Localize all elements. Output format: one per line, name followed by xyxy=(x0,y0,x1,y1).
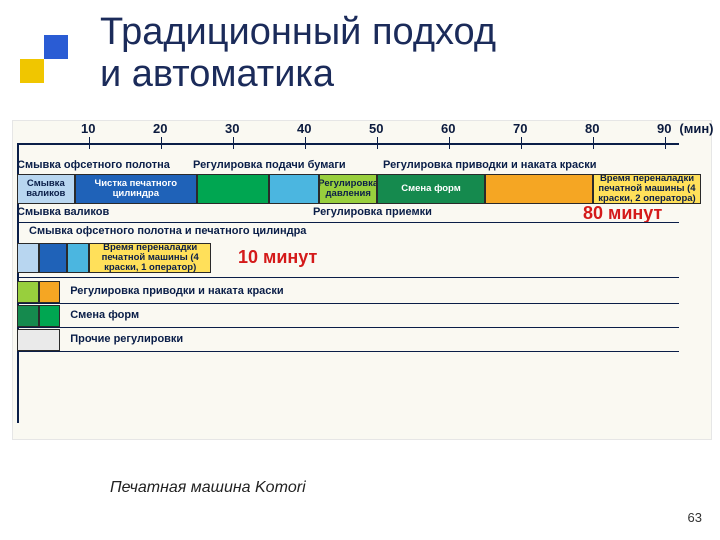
tail-div xyxy=(17,327,679,328)
tail-bar xyxy=(17,305,39,327)
tail-bar xyxy=(17,329,60,351)
page-number: 63 xyxy=(688,510,702,525)
tail-label: Регулировка приводки и наката краски xyxy=(70,285,283,297)
row1-bar: Смывка валиков xyxy=(17,174,75,204)
row1-bar: Время переналадки печатной машины (4 кра… xyxy=(593,174,701,204)
tick-label: 90 xyxy=(657,121,671,136)
row2-bar xyxy=(17,243,39,273)
title-line2: и автоматика xyxy=(100,53,334,95)
tick xyxy=(449,137,450,149)
row1-top-label: Регулировка приводки и наката краски xyxy=(383,159,596,171)
row2-bar xyxy=(39,243,68,273)
logo xyxy=(20,35,68,83)
divider2 xyxy=(17,277,679,278)
row1-top-label: Регулировка подачи бумаги xyxy=(193,159,346,171)
tail-bar xyxy=(39,281,61,303)
gantt-chart: 10 20 30 40 50 60 70 80 90 (мин) Смывка офсетного … xyxy=(12,120,712,440)
title-line1: Традиционный подход xyxy=(100,11,496,53)
row2-bar: Время переналадки печатной машины (4 кра… xyxy=(89,243,211,273)
tick xyxy=(305,137,306,149)
tick-label: 20 xyxy=(153,121,167,136)
tick xyxy=(89,137,90,149)
row1-bar: Регулировка давления xyxy=(319,174,377,204)
tick-label: 60 xyxy=(441,121,455,136)
row1-result: 80 минут xyxy=(583,203,662,224)
tick xyxy=(161,137,162,149)
row1-bar: Чистка печатного цилиндра xyxy=(75,174,197,204)
tick-label: 80 xyxy=(585,121,599,136)
row1-bar xyxy=(485,174,593,204)
tick xyxy=(233,137,234,149)
row1-under-label: Регулировка приемки xyxy=(313,206,432,218)
tick-label: 40 xyxy=(297,121,311,136)
tick-label: 50 xyxy=(369,121,383,136)
tail-bar xyxy=(17,281,39,303)
row2-pre-label: Смывка офсетного полотна и печатного цил… xyxy=(29,225,306,237)
tick-label: 70 xyxy=(513,121,527,136)
x-axis xyxy=(17,143,679,145)
row1-bar: Смена форм xyxy=(377,174,485,204)
row1-bar xyxy=(269,174,319,204)
row2-result: 10 минут xyxy=(238,247,317,268)
tail-bar xyxy=(39,305,61,327)
row1-top-label: Смывка офсетного полотна xyxy=(17,159,170,171)
tick-label: 30 xyxy=(225,121,239,136)
tail-div xyxy=(17,303,679,304)
tick xyxy=(665,137,666,149)
tail-label: Смена форм xyxy=(70,309,139,321)
tick-label: 10 xyxy=(81,121,95,136)
divider xyxy=(17,222,679,223)
tail-div xyxy=(17,351,679,352)
tick xyxy=(593,137,594,149)
slide-title: Традиционный подход и автоматика xyxy=(100,12,496,96)
caption: Печатная машина Komori xyxy=(110,479,306,497)
tick xyxy=(521,137,522,149)
unit-label: (мин) xyxy=(679,121,713,136)
tail-label: Прочие регулировки xyxy=(70,333,183,345)
row2-bar xyxy=(67,243,89,273)
row1-bar xyxy=(197,174,269,204)
tick xyxy=(377,137,378,149)
row1-under-label: Смывка валиков xyxy=(17,206,109,218)
